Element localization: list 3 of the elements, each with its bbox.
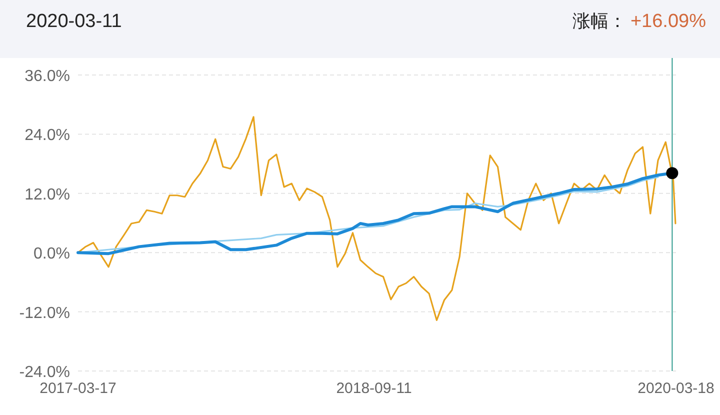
annotation: +16.09%	[630, 11, 706, 32]
annotation: 涨幅：	[572, 11, 626, 31]
title: 2020-03-11	[26, 11, 122, 32]
